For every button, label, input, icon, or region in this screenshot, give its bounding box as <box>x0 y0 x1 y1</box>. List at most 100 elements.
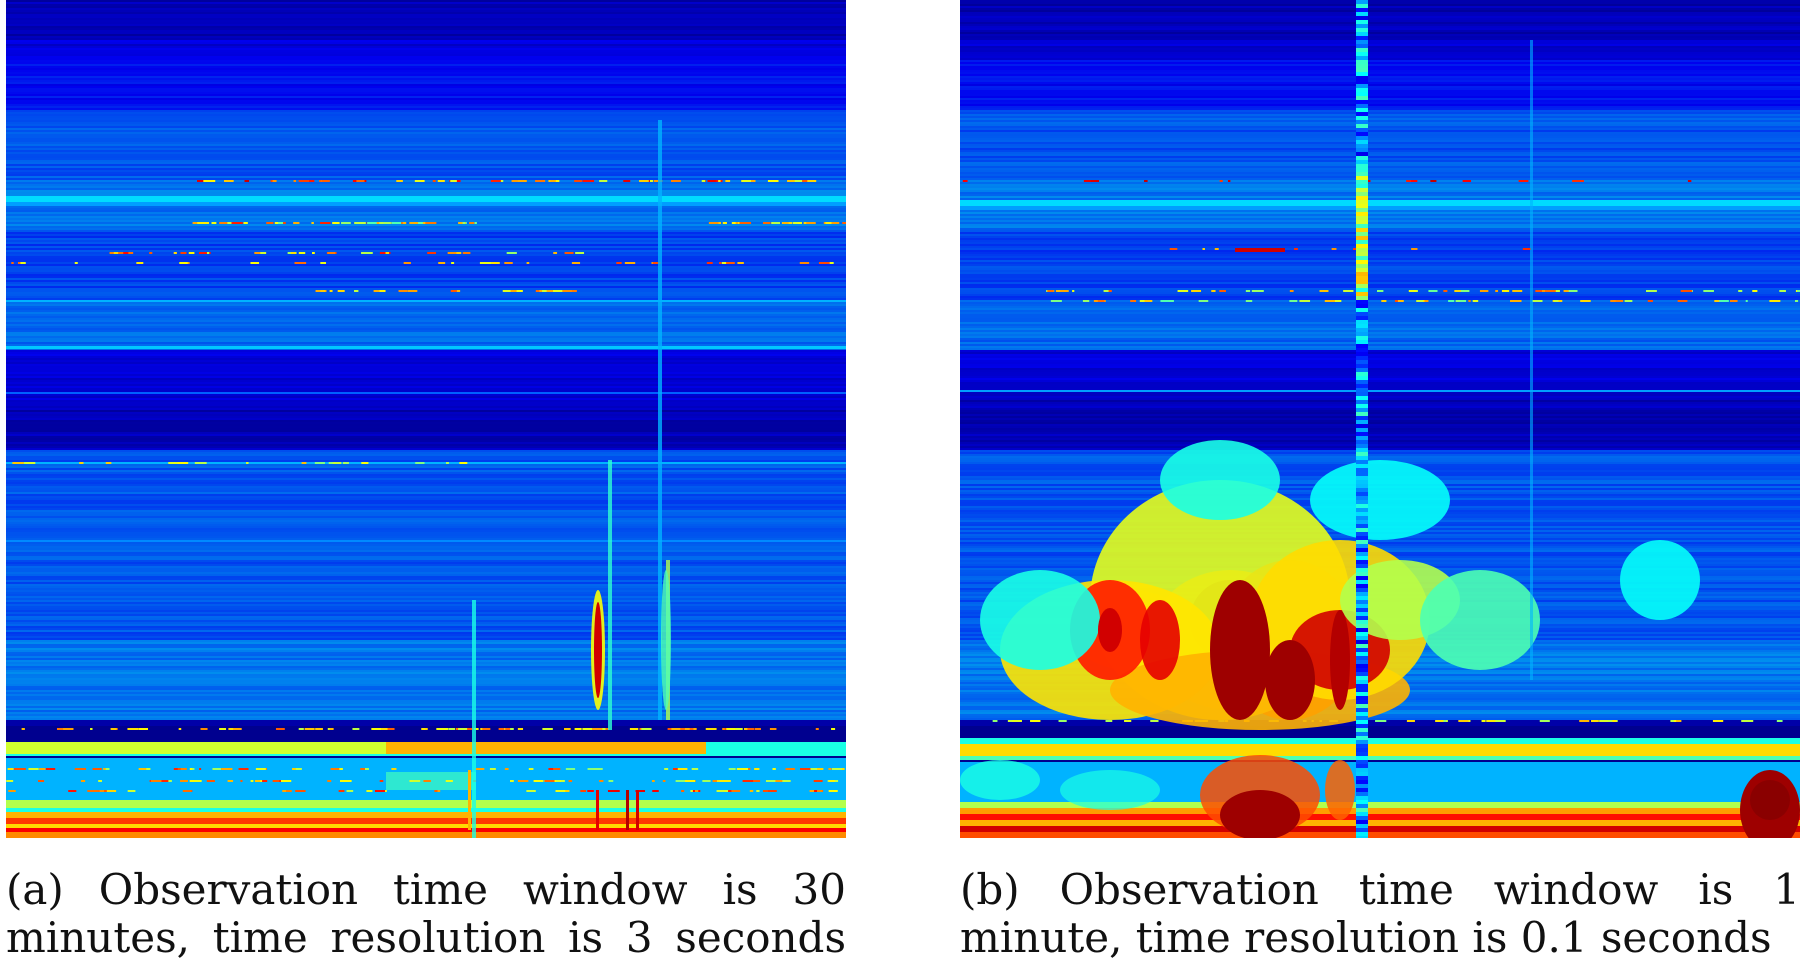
column-stripe <box>1356 668 1368 672</box>
speckle <box>377 290 386 292</box>
row-band <box>6 506 846 508</box>
speckle <box>398 290 408 292</box>
row-band <box>6 340 846 342</box>
row-band <box>6 444 846 446</box>
row-band <box>6 170 846 172</box>
row-band <box>960 102 1800 104</box>
speckle <box>829 262 834 264</box>
speckle <box>352 728 360 730</box>
speckle <box>451 262 455 264</box>
speckle <box>1227 180 1231 182</box>
row-band <box>6 66 846 68</box>
column-stripe <box>1356 160 1368 164</box>
speckle <box>1544 290 1556 292</box>
column-stripe <box>1356 364 1368 368</box>
row-band <box>960 146 1800 148</box>
speckle <box>553 252 558 254</box>
column-stripe <box>1356 708 1368 712</box>
row-band <box>6 240 846 242</box>
speckle <box>206 252 210 254</box>
row-band <box>6 228 846 230</box>
caption-a-line2: minutes, time resolution is 3 seconds <box>6 914 846 962</box>
speckle <box>489 768 496 770</box>
speckle <box>587 768 599 770</box>
row-band <box>6 646 846 648</box>
row-band <box>6 654 846 656</box>
row-band <box>6 98 846 100</box>
speckle <box>1472 300 1479 302</box>
speckle <box>517 780 529 782</box>
row-band <box>6 490 846 492</box>
bright-band <box>386 742 706 754</box>
row-band <box>960 174 1800 176</box>
row-band <box>6 412 846 414</box>
row-band <box>960 256 1800 258</box>
speckle <box>793 180 806 182</box>
row-band <box>6 78 846 80</box>
row-band <box>960 218 1800 220</box>
row-band <box>6 564 846 566</box>
row-band <box>6 534 846 536</box>
speckle <box>219 222 228 224</box>
row-band <box>960 326 1800 328</box>
lower-burst <box>1060 770 1160 810</box>
row-band <box>6 644 846 646</box>
speckle <box>772 222 781 224</box>
row-band <box>6 298 846 300</box>
speckle <box>689 728 694 730</box>
row-band <box>960 182 1800 184</box>
speckle <box>1047 290 1054 292</box>
row-band <box>6 572 846 574</box>
row-line <box>6 392 846 394</box>
column-stripe <box>1356 20 1368 24</box>
speckle <box>179 262 188 264</box>
speckle <box>1299 300 1311 302</box>
speckle <box>771 222 774 224</box>
row-band <box>960 330 1800 332</box>
row-band <box>960 78 1800 80</box>
speckle <box>539 290 543 292</box>
row-band <box>960 24 1800 26</box>
column-stripe <box>1356 44 1368 48</box>
speckle <box>122 252 131 254</box>
row-band <box>6 524 846 526</box>
speckle <box>587 790 594 792</box>
speckle <box>231 222 243 224</box>
speckle <box>701 180 706 182</box>
row-band <box>960 120 1800 122</box>
row-band <box>6 242 846 244</box>
speckle <box>1442 720 1446 722</box>
speckle <box>712 180 723 182</box>
speckle <box>555 180 560 182</box>
column-stripe <box>1356 204 1368 208</box>
speckle <box>319 180 322 182</box>
column-stripe <box>1356 436 1368 440</box>
speckle <box>219 728 227 730</box>
row-band <box>960 432 1800 434</box>
column-stripe <box>1356 180 1368 184</box>
row-band <box>6 62 846 64</box>
column-stripe <box>1356 68 1368 72</box>
column-stripe <box>1356 316 1368 320</box>
speckle <box>1462 180 1471 182</box>
speckle <box>1539 720 1550 722</box>
row-band <box>960 48 1800 50</box>
row-line <box>6 818 846 824</box>
row-band <box>6 516 846 518</box>
row-band <box>960 0 1800 2</box>
row-band <box>960 334 1800 336</box>
row-band <box>6 184 846 186</box>
row-band <box>960 94 1800 96</box>
row-band <box>960 348 1800 350</box>
row-band <box>960 386 1800 388</box>
column-stripe <box>1356 448 1368 452</box>
row-band <box>960 32 1800 34</box>
row-band <box>6 520 846 522</box>
burst-blob <box>1620 540 1700 620</box>
row-band <box>6 262 846 264</box>
column-stripe <box>1356 496 1368 500</box>
column-stripe <box>1356 12 1368 16</box>
speckle <box>546 290 558 292</box>
row-band <box>960 38 1800 40</box>
speckle <box>561 290 572 292</box>
